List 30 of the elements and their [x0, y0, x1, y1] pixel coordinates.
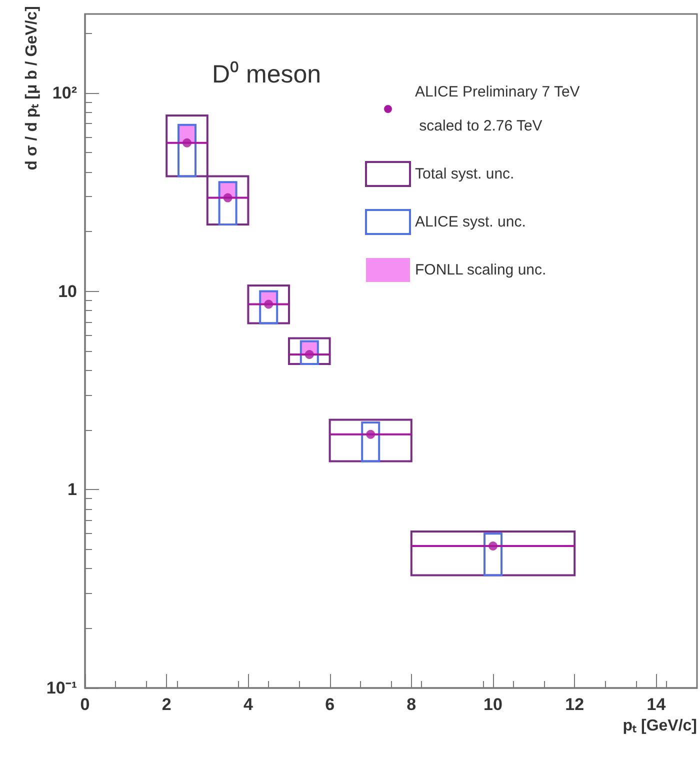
- point: [366, 430, 376, 439]
- x-tick-label: 6: [325, 695, 335, 714]
- x-tick-label: 10: [484, 695, 502, 714]
- x-tick-label: 4: [243, 695, 254, 714]
- legend-label: ALICE syst. unc.: [415, 214, 526, 230]
- y-tick-label: 10²: [52, 83, 78, 102]
- y-axis-title: d σ / d pₜ [μ b / GeV/c]: [24, 6, 40, 170]
- y-tick-label: 1: [68, 480, 77, 500]
- legend-label: ALICE Preliminary 7 TeV scaled to 2.76 TeV: [415, 84, 580, 134]
- bar: [178, 124, 196, 178]
- point: [182, 138, 192, 148]
- legend-label: Total syst. unc.: [415, 166, 514, 182]
- point: [223, 193, 232, 202]
- x-tick-label: 14: [646, 695, 666, 714]
- y-tick-label: 10⁻¹: [46, 678, 78, 698]
- legend-label: FONLL scaling unc.: [415, 262, 546, 278]
- x-tick-label: 12: [565, 695, 584, 714]
- bar: [259, 290, 278, 324]
- annotation: D⁰ meson: [212, 60, 322, 88]
- x-tick-label: 0: [80, 695, 90, 714]
- bar: [300, 340, 319, 365]
- bar: [361, 422, 380, 462]
- bar: [218, 181, 238, 226]
- x-axis-title: pₜ [GeV/c]: [622, 718, 697, 734]
- x-tick-label: 8: [406, 695, 416, 714]
- point: [488, 541, 498, 550]
- bar: [247, 284, 290, 324]
- y-tick-label: 10: [58, 282, 77, 301]
- bar: [484, 532, 502, 576]
- x-tick-label: 2: [162, 695, 172, 714]
